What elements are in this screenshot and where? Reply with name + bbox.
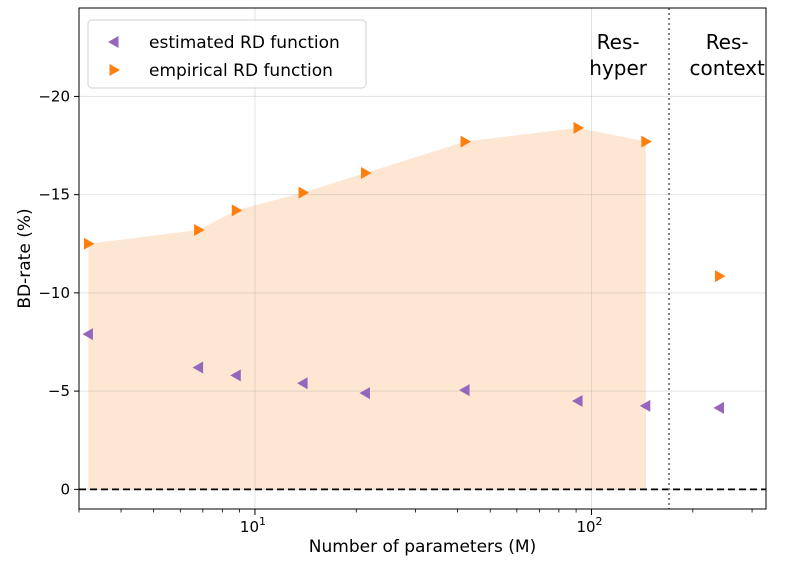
markers-layer bbox=[82, 121, 726, 414]
legend: estimated RD function empirical RD funct… bbox=[87, 19, 367, 89]
marker-estimated-0 bbox=[82, 328, 93, 341]
marker-empirical-5 bbox=[460, 135, 472, 148]
y-tick-label-3: −15 bbox=[38, 186, 70, 204]
y-axis-label: BD-rate (%) bbox=[15, 208, 35, 308]
res-hyper-label-line1: Res- bbox=[597, 30, 640, 54]
marker-estimated-7 bbox=[639, 399, 651, 412]
res-hyper-label-line2: hyper bbox=[589, 56, 648, 80]
x-tick-label-exp-1: 2 bbox=[596, 515, 603, 528]
marker-estimated-extra bbox=[713, 401, 724, 414]
marker-empirical-extra bbox=[714, 270, 726, 283]
x-axis-label: Number of parameters (M) bbox=[309, 537, 536, 557]
legend-marker-empirical bbox=[109, 64, 120, 76]
fill-layer bbox=[88, 127, 646, 490]
legend-marker-estimated bbox=[108, 36, 119, 48]
marker-empirical-0 bbox=[83, 237, 95, 250]
legend-box bbox=[87, 19, 367, 89]
marker-empirical-4 bbox=[360, 167, 372, 180]
area-fill-empirical bbox=[88, 127, 646, 490]
reference-lines-layer bbox=[79, 8, 766, 509]
res-context-label-line1: Res- bbox=[706, 30, 749, 54]
marker-estimated-1 bbox=[192, 361, 204, 374]
legend-label-empirical: empirical RD function bbox=[149, 61, 333, 81]
x-tick-label-1: 102 bbox=[576, 515, 602, 536]
marker-estimated-3 bbox=[297, 377, 308, 390]
marker-estimated-5 bbox=[459, 384, 470, 397]
marker-empirical-7 bbox=[641, 135, 652, 148]
marker-estimated-4 bbox=[359, 387, 370, 400]
marker-empirical-6 bbox=[573, 121, 585, 134]
x-tick-label-base-0: 10 bbox=[240, 518, 259, 536]
y-tick-label-1: −5 bbox=[48, 382, 70, 400]
y-tick-label-2: −10 bbox=[38, 284, 70, 302]
plot-frame bbox=[78, 7, 767, 510]
y-tick-label-4: −20 bbox=[38, 87, 70, 105]
marker-empirical-2 bbox=[231, 204, 243, 217]
x-tick-label-exp-0: 1 bbox=[259, 515, 266, 528]
y-tick-label-0: 0 bbox=[60, 480, 70, 498]
marker-empirical-1 bbox=[194, 224, 205, 237]
x-tick-label-base-1: 10 bbox=[576, 518, 595, 536]
marker-estimated-2 bbox=[230, 369, 241, 382]
marker-estimated-6 bbox=[572, 394, 583, 407]
legend-label-estimated: estimated RD function bbox=[149, 33, 340, 53]
marker-empirical-3 bbox=[298, 186, 310, 199]
x-tick-label-0: 101 bbox=[240, 515, 266, 536]
res-context-label-line2: context bbox=[689, 56, 765, 80]
